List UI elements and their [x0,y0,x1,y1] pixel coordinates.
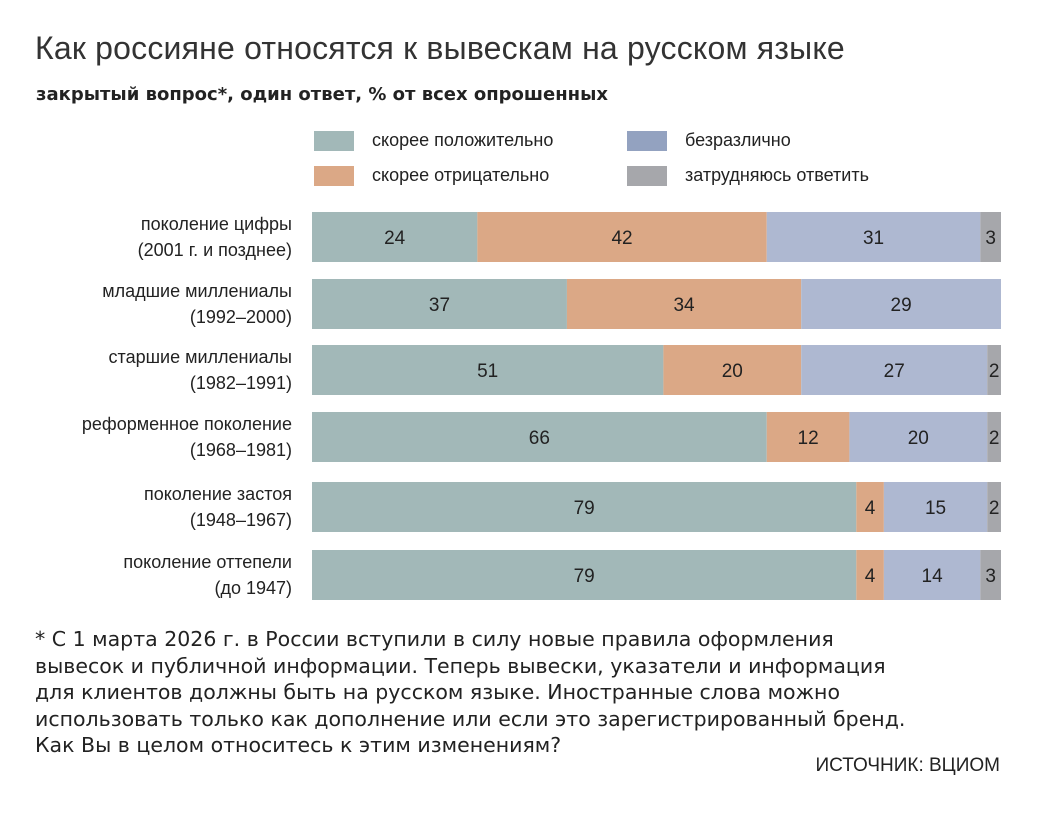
data-label-indifferent: 29 [891,295,912,316]
data-label-indifferent: 27 [884,361,905,382]
data-label-unsure: 2 [989,498,1000,519]
category-label-line: реформенное поколение [81,414,292,434]
data-label-negative: 20 [722,361,743,382]
category-label-line: поколение оттепели [123,552,292,572]
legend-swatch-negative [314,165,354,186]
category-label-line: (1948–1967) [189,510,292,530]
data-label-negative: 4 [865,498,876,519]
data-label-indifferent: 14 [922,566,944,587]
legend-swatch-unsure [627,165,667,186]
category-label-line: (1968–1981) [189,440,292,460]
bar-segment-unsure [987,345,1001,395]
data-label-positive: 37 [429,295,450,316]
category-label-line: поколение застоя [143,484,292,504]
legend-label-indifferent: безразлично [685,130,791,150]
category-label: реформенное поколение (1968–1981) [82,411,292,463]
category-label-line: (2001 г. и позднее) [137,240,292,260]
footnote-line: * С 1 марта 2026 г. в России вступили в … [35,627,834,651]
footnote-line: вывесок и публичной информации. Теперь в… [35,653,886,678]
category-label-line: поколение цифры [140,214,292,234]
data-label-positive: 51 [477,361,498,382]
data-label-unsure: 2 [989,428,1000,449]
legend-swatch-indifferent [627,130,667,151]
legend-item-negative: скорее отрицательно [314,165,549,186]
bar-segment-negative [856,550,884,600]
bar-segment-negative [663,345,802,395]
data-label-negative: 12 [798,428,819,449]
bar-segment-positive [312,345,664,395]
category-label-line: (1992–2000) [189,307,292,327]
bar-segment-indifferent [883,482,988,532]
source-note: ИСТОЧНИК: ВЦИОМ [815,755,1000,776]
legend-label-positive: скорее положительно [372,130,554,150]
bar-segment-indifferent [883,550,981,600]
data-label-positive: 66 [529,428,550,449]
bar-segment-positive [312,550,857,600]
bar-segment-unsure [987,412,1001,462]
bar-segment-indifferent [801,279,1001,329]
legend-item-indifferent: безразлично [627,130,791,151]
bar-segment-indifferent [766,212,981,262]
category-label: поколение оттепели (до 1947) [123,549,292,601]
bar-segment-indifferent [801,345,988,395]
data-label-indifferent: 20 [908,428,929,449]
legend-item-unsure: затрудняюсь ответить [627,165,869,186]
data-label-positive: 79 [574,566,595,587]
footnote: * С 1 марта 2026 г. в России вступили в … [35,626,905,759]
bar-segment-positive [312,482,857,532]
category-label-line: младшие миллениалы [102,281,292,301]
bar-segment-negative [477,212,767,262]
legend-item-positive: скорее положительно [314,130,553,151]
legend-swatch-positive [314,130,354,151]
data-label-negative: 4 [865,566,876,587]
chart-subtitle: закрытый вопрос*, один ответ, % от всех … [36,84,609,105]
category-label: поколение цифры (2001 г. и позднее) [138,211,292,263]
legend-label-negative: скорее отрицательно [372,165,550,185]
bar-segment-positive [312,212,478,262]
bar-segment-positive [312,412,767,462]
data-label-unsure: 3 [985,566,996,587]
chart-title: Как россияне относятся к вывескам на рус… [35,30,845,66]
bar-segment-negative [766,412,850,462]
data-label-positive: 79 [574,498,595,519]
data-label-unsure: 2 [989,361,1000,382]
category-label-line: (до 1947) [214,578,292,598]
bar-segment-positive [312,279,567,329]
data-label-negative: 34 [673,295,695,316]
category-label-line: (1982–1991) [189,373,292,393]
footnote-line: для клиентов должны быть на русском язык… [35,680,840,704]
data-label-negative: 42 [611,228,632,249]
category-label-line: старшие миллениалы [108,347,292,367]
bar-segment-unsure [987,482,1001,532]
bar-segment-negative [856,482,884,532]
data-label-positive: 24 [384,228,406,249]
legend-label-unsure: затрудняюсь ответить [685,165,869,185]
category-label: старшие миллениалы (1982–1991) [109,344,292,396]
bar-segment-indifferent [849,412,988,462]
footnote-line: Как Вы в целом относитесь к этим изменен… [35,733,562,757]
footnote-line: использовать только как дополнение или е… [35,706,906,731]
bar-segment-unsure [980,212,1001,262]
category-label: младшие миллениалы (1992–2000) [102,278,292,330]
bar-segment-negative [566,279,802,329]
bar-segment-unsure [980,550,1001,600]
data-label-indifferent: 15 [925,498,946,519]
category-label: поколение застоя (1948–1967) [144,481,292,533]
data-label-indifferent: 31 [863,228,884,249]
data-label-unsure: 3 [985,228,996,249]
